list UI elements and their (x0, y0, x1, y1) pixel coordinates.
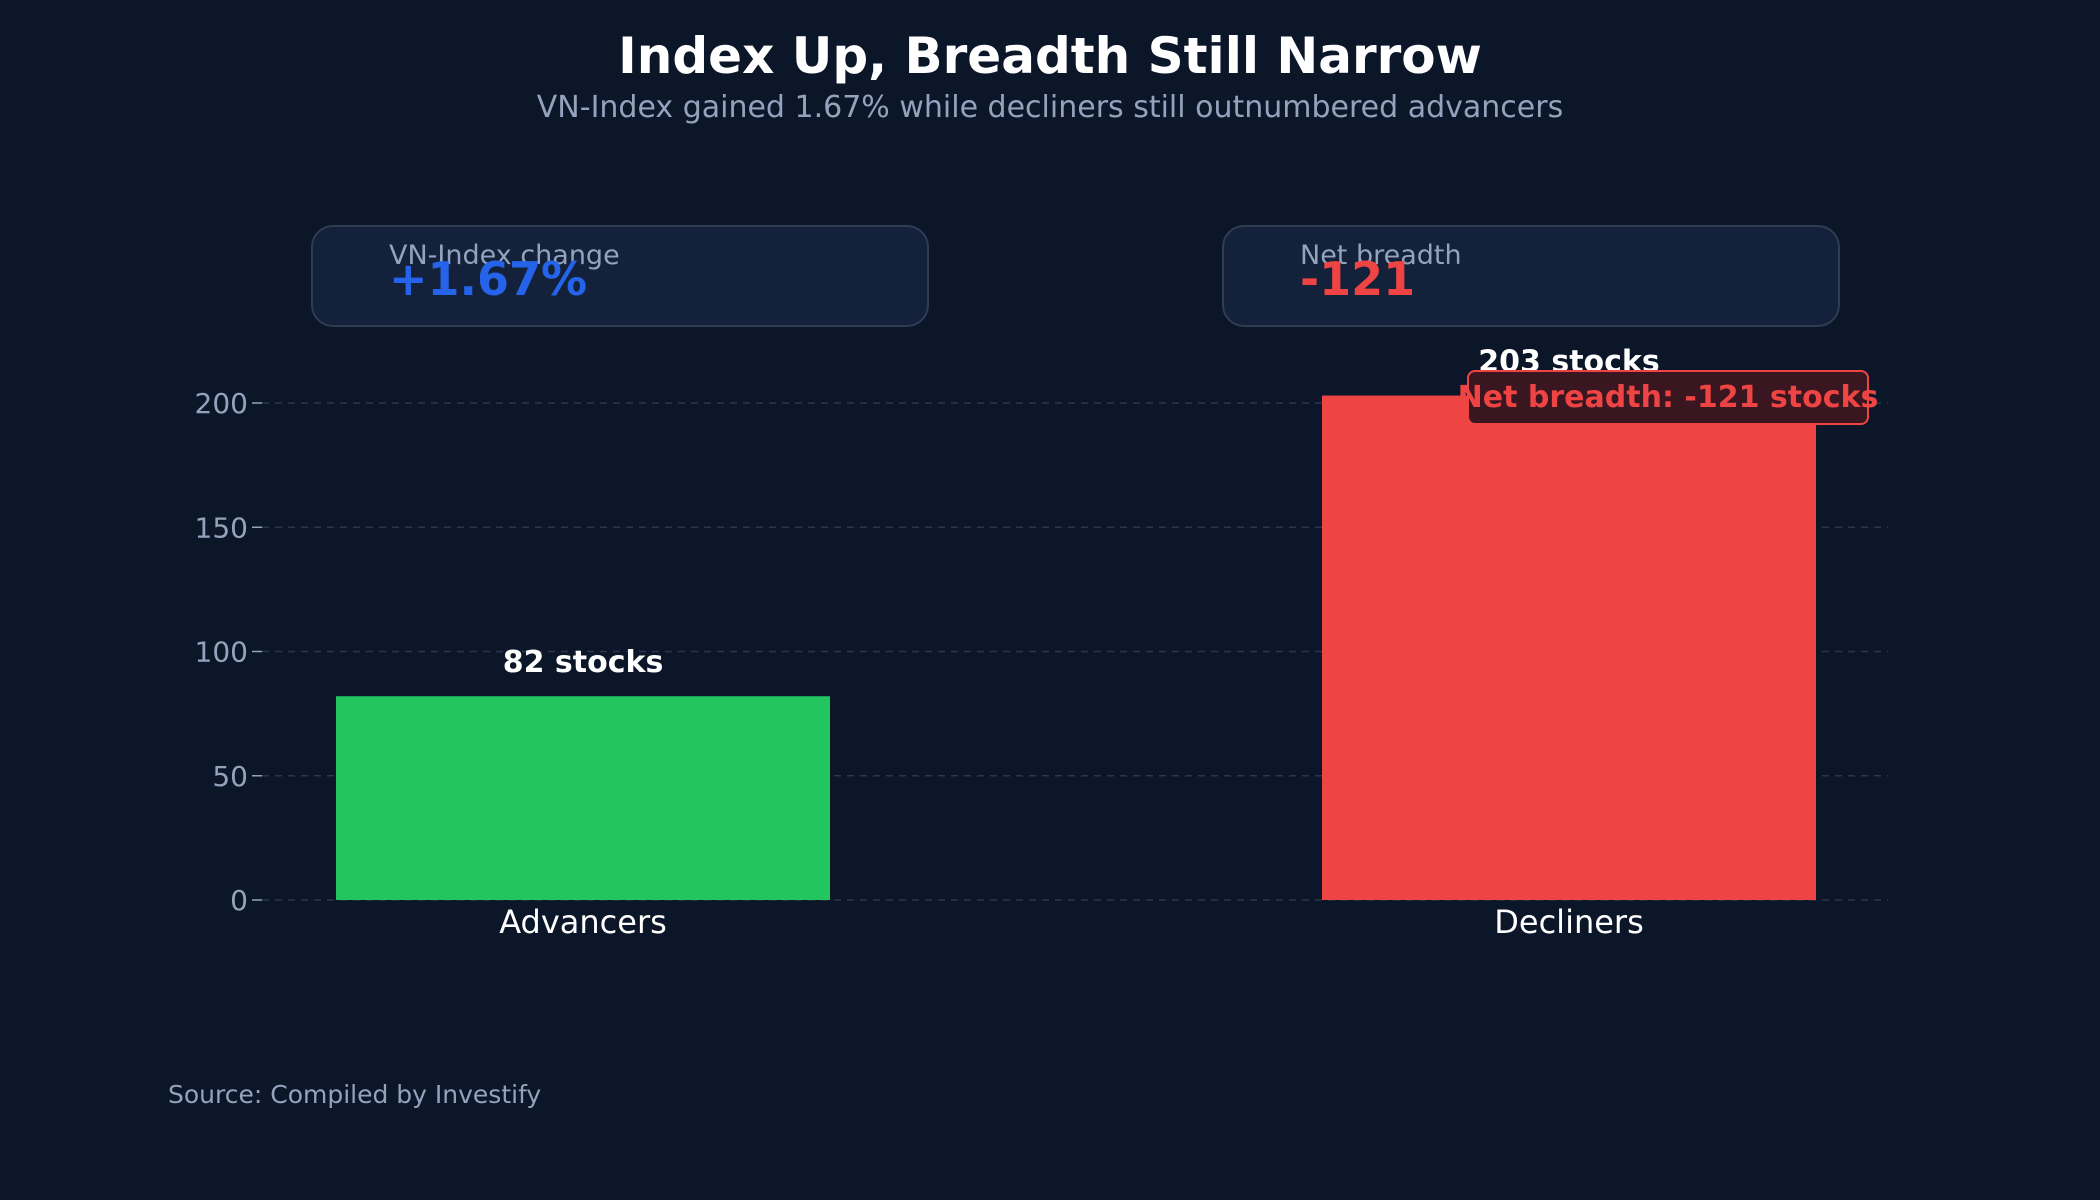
annotation-text: Net breadth: -121 stocks (1458, 380, 1879, 415)
chart-title: Index Up, Breadth Still Narrow (618, 27, 1482, 85)
x-category-label: Advancers (499, 903, 667, 941)
y-tick-label: 150 (195, 511, 248, 544)
y-tick-label: 0 (230, 884, 248, 917)
source-note: Source: Compiled by Investify (168, 1080, 542, 1109)
net-breadth-annotation: Net breadth: -121 stocks (1458, 370, 1879, 425)
x-category-label: Decliners (1494, 903, 1644, 941)
kpi-card-index-change: VN-Index change +1.67% (311, 225, 929, 327)
annotation-box (1467, 370, 1869, 425)
y-tick-label: 200 (195, 387, 248, 420)
y-tick-label: 50 (212, 760, 248, 793)
data-label: 82 stocks (503, 645, 664, 680)
chart-subtitle: VN-Index gained 1.67% while decliners st… (536, 90, 1564, 125)
y-tick-label: 100 (195, 636, 248, 669)
kpi-label: Net breadth (1300, 240, 1462, 271)
bar-decliners (1322, 395, 1816, 900)
kpi-value: +1.67% (389, 252, 588, 306)
bar-advancers (336, 696, 830, 900)
kpi-card-net-breadth: Net breadth -121 (1222, 225, 1840, 327)
kpi-label: VN-Index change (389, 240, 620, 271)
kpi-value: -121 (1300, 252, 1416, 306)
